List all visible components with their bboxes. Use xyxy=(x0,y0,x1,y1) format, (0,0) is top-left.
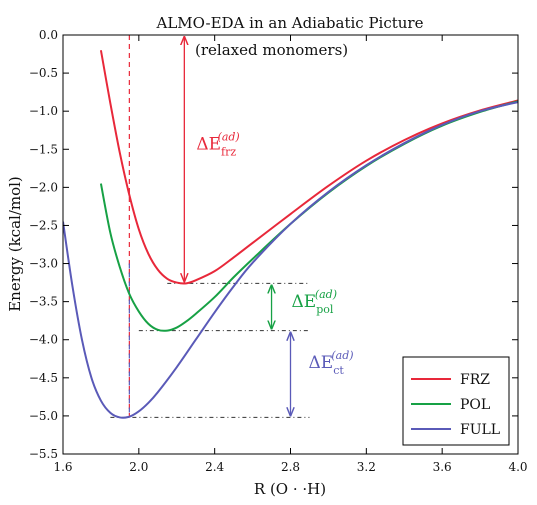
y-tick-label: −2.0 xyxy=(29,180,58,194)
y-tick-label: −5.0 xyxy=(29,409,58,423)
y-tick-label: −1.0 xyxy=(29,104,58,118)
x-tick-label: 2.4 xyxy=(205,460,224,474)
x-tick-label: 2.0 xyxy=(129,460,148,474)
y-tick-label: −2.5 xyxy=(29,218,58,232)
legend-label-pol: POL xyxy=(460,397,490,413)
y-tick-label: −1.5 xyxy=(29,142,58,156)
chart-title: ALMO-EDA in an Adiabatic Picture xyxy=(156,14,424,32)
axis-ticks: 1.6 2.0 2.4 2.8 3.2 3.6 4.0 0.0 −0.5 −1.0 −1.5 −2.0… xyxy=(29,28,528,474)
legend-label-frz: FRZ xyxy=(460,372,490,388)
x-tick-label: 4.0 xyxy=(508,460,527,474)
y-tick-label: −5.5 xyxy=(29,447,58,461)
series-lines xyxy=(63,50,518,419)
y-tick-label: −4.0 xyxy=(29,333,58,347)
series-line-frz xyxy=(99,50,518,285)
label-delta-e-pol: ΔEpol(ad) xyxy=(292,288,337,316)
annotations: ΔEfrz(ad) ΔEpol(ad) ΔEct(ad) xyxy=(184,37,354,415)
y-tick-label: 0.0 xyxy=(39,28,58,42)
reference-lines xyxy=(110,35,310,418)
x-tick-label: 3.6 xyxy=(433,460,452,474)
plot-frame xyxy=(62,34,519,455)
x-tick-label: 2.8 xyxy=(281,460,300,474)
y-tick-label: −3.0 xyxy=(29,257,58,271)
chart-subtitle: (relaxed monomers) xyxy=(195,41,348,59)
legend-box xyxy=(402,356,510,446)
label-delta-e-frz: ΔEfrz(ad) xyxy=(196,130,239,158)
label-delta-e-ct: ΔEct(ad) xyxy=(309,349,354,377)
x-tick-label: 3.2 xyxy=(357,460,376,474)
y-tick-label: −4.5 xyxy=(29,371,58,385)
series-line-full xyxy=(63,101,518,419)
y-axis-label: Energy (kcal/mol) xyxy=(6,176,24,312)
y-tick-label: −0.5 xyxy=(29,66,58,80)
legend-label-full: FULL xyxy=(460,422,500,438)
y-tick-label: −3.5 xyxy=(29,295,58,309)
x-axis-label: R (O · ·H) xyxy=(254,480,326,498)
x-tick-label: 1.6 xyxy=(53,460,72,474)
legend: FRZ POL FULL xyxy=(402,356,510,446)
